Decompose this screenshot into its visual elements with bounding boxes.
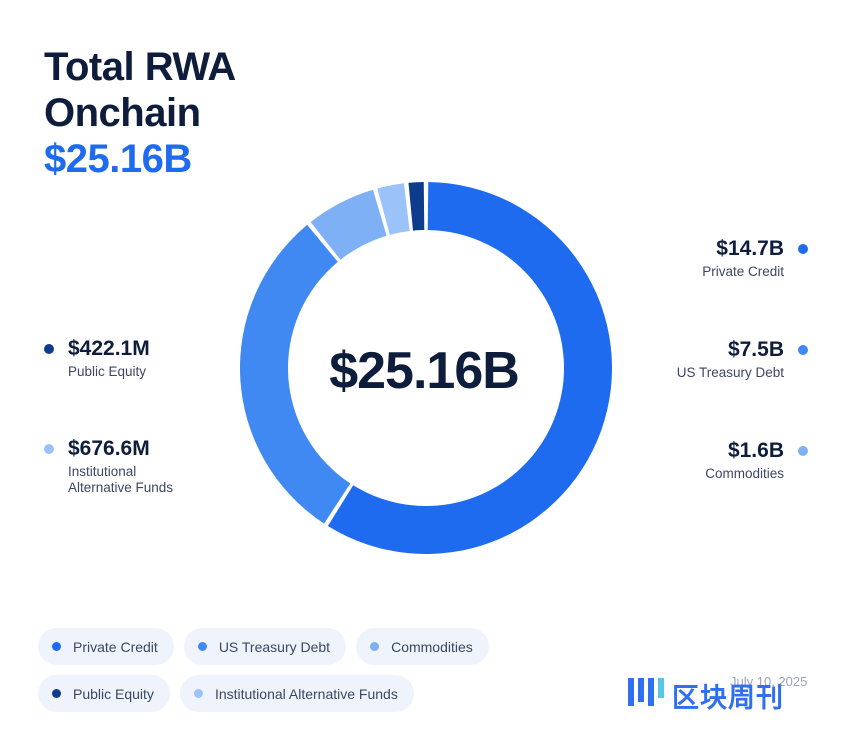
chip-alt-funds[interactable]: Institutional Alternative Funds: [179, 675, 414, 712]
alt-funds-value: $676.6M: [68, 437, 150, 460]
chip-label: Commodities: [391, 638, 473, 655]
legend-chips: Private Credit US Treasury Debt Commodit…: [38, 628, 489, 722]
logo-icon: [628, 678, 664, 706]
us-treasury-label: US Treasury Debt: [676, 365, 784, 380]
alt-funds-label-1: Institutional: [68, 464, 137, 479]
watermark-date: July 10, 2025: [730, 674, 808, 689]
chip-dot: [370, 642, 380, 651]
public-equity-label: Public Equity: [68, 364, 147, 379]
chart-title: Total RWA Onchain $25.16B: [44, 44, 236, 182]
us-treasury-value: $7.5B: [727, 338, 784, 361]
title-total: $25.16B: [44, 137, 192, 181]
private-credit-value: $14.7B: [716, 237, 784, 260]
alt-funds-dot: [44, 444, 54, 454]
legend-public-equity: $422.1M Public Equity: [44, 336, 150, 380]
logo-text: 区块周刊: [672, 683, 784, 713]
chip-public-equity[interactable]: Public Equity: [38, 675, 170, 712]
chip-dot: [197, 642, 207, 651]
chip-label: US Treasury Debt: [218, 638, 331, 655]
legend-private-credit: $14.7B Private Credit: [702, 236, 808, 280]
public-equity-dot: [44, 344, 54, 354]
title-line-1: Total RWA: [44, 45, 236, 89]
chip-label: Private Credit: [73, 638, 158, 655]
chip-private-credit[interactable]: Private Credit: [38, 628, 174, 665]
public-equity-value: $422.1M: [68, 337, 150, 360]
donut-slice-private-credit: [327, 182, 613, 554]
chip-dot: [52, 642, 61, 651]
donut-slice-us-treasury-debt: [239, 224, 351, 524]
donut-slice-institutional-alternative-funds: [377, 183, 410, 235]
donut-slice-commodities: [310, 189, 387, 260]
chip-us-treasury[interactable]: US Treasury Debt: [183, 628, 347, 665]
chip-label: Public Equity: [73, 685, 154, 702]
chip-label: Institutional Alternative Funds: [214, 685, 398, 702]
chip-dot: [52, 689, 61, 698]
chip-dot: [193, 689, 203, 698]
commodities-label: Commodities: [705, 466, 784, 481]
donut-slice-public-equity: [408, 182, 425, 231]
watermark: July 10, 2025 区块周刊: [620, 660, 840, 724]
private-credit-label: Private Credit: [702, 264, 784, 279]
private-credit-dot: [798, 244, 808, 254]
center-total-label: $25.16B: [329, 342, 519, 400]
alt-funds-label-2: Alternative Funds: [68, 480, 174, 495]
commodities-value: $1.6B: [727, 439, 784, 462]
legend-alt-funds: $676.6M Institutional Alternative Funds: [44, 436, 174, 496]
us-treasury-dot: [798, 345, 808, 355]
legend-us-treasury: $7.5B US Treasury Debt: [676, 337, 808, 381]
commodities-dot: [798, 446, 808, 456]
chip-commodities[interactable]: Commodities: [356, 628, 489, 665]
legend-commodities: $1.6B Commodities: [705, 438, 808, 482]
donut-chart: $25.16B: [239, 182, 613, 554]
title-line-2: Onchain: [44, 91, 201, 135]
